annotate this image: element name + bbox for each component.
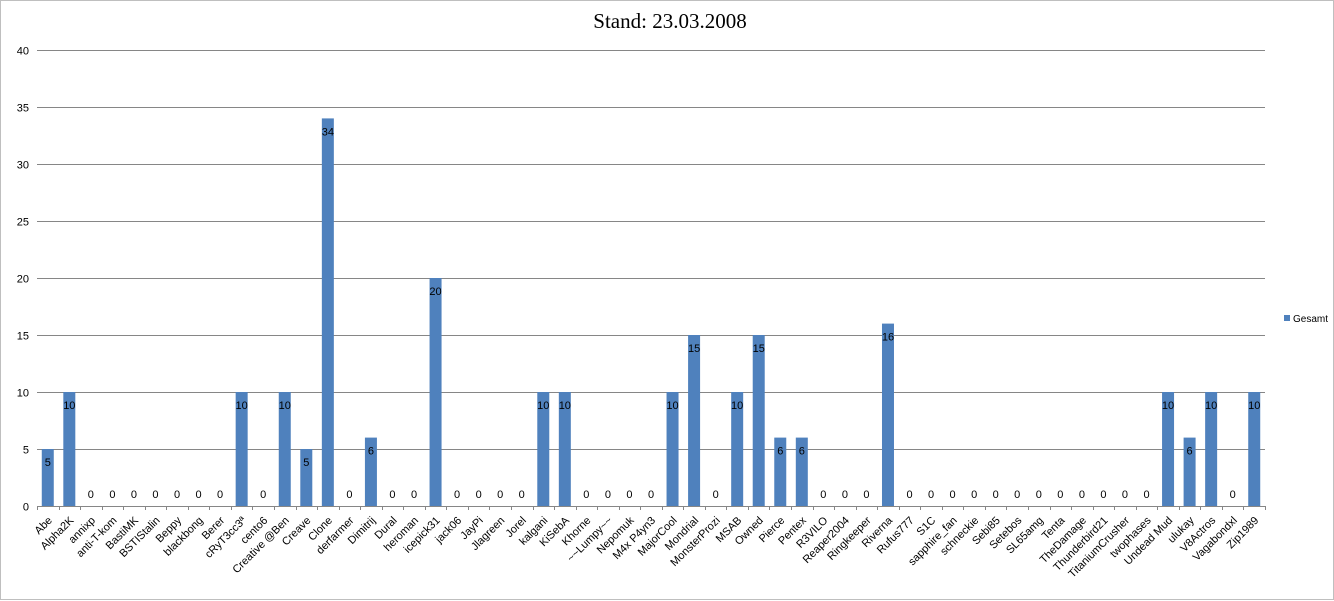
bar (364, 437, 377, 506)
bar (558, 392, 571, 506)
data-label: 0 (109, 489, 115, 501)
data-label: 0 (174, 489, 180, 501)
legend-swatch (1284, 315, 1290, 321)
data-label: 0 (626, 489, 632, 501)
data-label: 6 (1187, 446, 1193, 458)
data-label: 6 (368, 446, 374, 458)
data-label: 10 (666, 400, 678, 412)
data-label: 10 (559, 400, 571, 412)
data-label: 0 (863, 489, 869, 501)
data-label: 0 (1230, 489, 1236, 501)
data-label: 0 (497, 489, 503, 501)
data-label: 0 (605, 489, 611, 501)
bar (666, 392, 679, 506)
data-label: 10 (1162, 400, 1174, 412)
bar (752, 335, 765, 506)
data-label: 10 (236, 400, 248, 412)
data-label: 16 (882, 332, 894, 344)
data-label: 10 (63, 400, 75, 412)
data-label: 0 (1122, 489, 1128, 501)
y-tick-label: 0 (23, 502, 29, 514)
data-label: 0 (1079, 489, 1085, 501)
data-label: 0 (152, 489, 158, 501)
chart-title: Stand: 23.03.2008 (593, 9, 747, 33)
bar (300, 449, 313, 506)
data-label: 0 (389, 489, 395, 501)
legend: Gesamt (1284, 314, 1328, 325)
data-label: 0 (993, 489, 999, 501)
y-tick-label: 20 (17, 274, 29, 286)
data-label: 0 (88, 489, 94, 501)
bar (795, 437, 808, 506)
data-label: 6 (799, 446, 805, 458)
bar (1183, 437, 1196, 506)
data-label: 0 (519, 489, 525, 501)
y-tick-label: 30 (17, 160, 29, 172)
data-label: 0 (476, 489, 482, 501)
data-label: 0 (906, 489, 912, 501)
data-label: 0 (411, 489, 417, 501)
data-label: 0 (1100, 489, 1106, 501)
data-label: 0 (583, 489, 589, 501)
data-label: 0 (1057, 489, 1063, 501)
data-label: 0 (1143, 489, 1149, 501)
data-label: 10 (279, 400, 291, 412)
y-tick-label: 40 (17, 46, 29, 58)
bar (1162, 392, 1175, 506)
bar (774, 437, 787, 506)
bars (41, 118, 1261, 507)
y-tick-label: 10 (17, 388, 29, 400)
data-label: 0 (842, 489, 848, 501)
data-label: 10 (1248, 400, 1260, 412)
data-label: 0 (1014, 489, 1020, 501)
data-label: 10 (1205, 400, 1217, 412)
x-axis-category-labels: AbeAlpha2Kannixpanti-T-komBastiMKBSTISta… (33, 514, 1262, 580)
bar (429, 278, 442, 506)
data-label: 0 (454, 489, 460, 501)
y-tick-label: 15 (17, 331, 29, 343)
data-label: 0 (346, 489, 352, 501)
y-tick-label: 35 (17, 103, 29, 115)
data-label: 0 (971, 489, 977, 501)
bar (1248, 392, 1261, 506)
data-label: 5 (303, 457, 309, 469)
data-label: 0 (950, 489, 956, 501)
gridlines (37, 50, 1266, 510)
data-label: 0 (713, 489, 719, 501)
data-label: 15 (753, 343, 765, 355)
bar (688, 335, 701, 506)
bar (63, 392, 76, 506)
data-label: 0 (260, 489, 266, 501)
data-label: 34 (322, 126, 334, 138)
data-label: 0 (217, 489, 223, 501)
bar (235, 392, 248, 506)
bar (881, 323, 894, 506)
data-label: 15 (688, 343, 700, 355)
data-labels: 5 10 0 0 0 0 0 0 0 10 0 10 5 34 0 6 0 0 20 0 0 0 0 10 10 0 0 0 0 10 15… (45, 126, 1261, 501)
data-label: 0 (928, 489, 934, 501)
bar (41, 449, 54, 506)
y-axis-tick-labels: 0 5 10 15 20 25 30 35 40 (17, 46, 29, 514)
data-label: 5 (45, 457, 51, 469)
data-label: 10 (731, 400, 743, 412)
data-label: 20 (429, 286, 441, 298)
bar (278, 392, 291, 506)
y-tick-label: 5 (23, 445, 29, 457)
data-label: 0 (131, 489, 137, 501)
data-label: 0 (196, 489, 202, 501)
data-label: 0 (648, 489, 654, 501)
data-label: 6 (777, 446, 783, 458)
legend-label: Gesamt (1293, 314, 1328, 325)
bar (731, 392, 744, 506)
data-label: 0 (820, 489, 826, 501)
bar (321, 118, 334, 507)
y-tick-label: 25 (17, 217, 29, 229)
bar (537, 392, 550, 506)
bar (1205, 392, 1218, 506)
data-label: 0 (1036, 489, 1042, 501)
data-label: 10 (537, 400, 549, 412)
